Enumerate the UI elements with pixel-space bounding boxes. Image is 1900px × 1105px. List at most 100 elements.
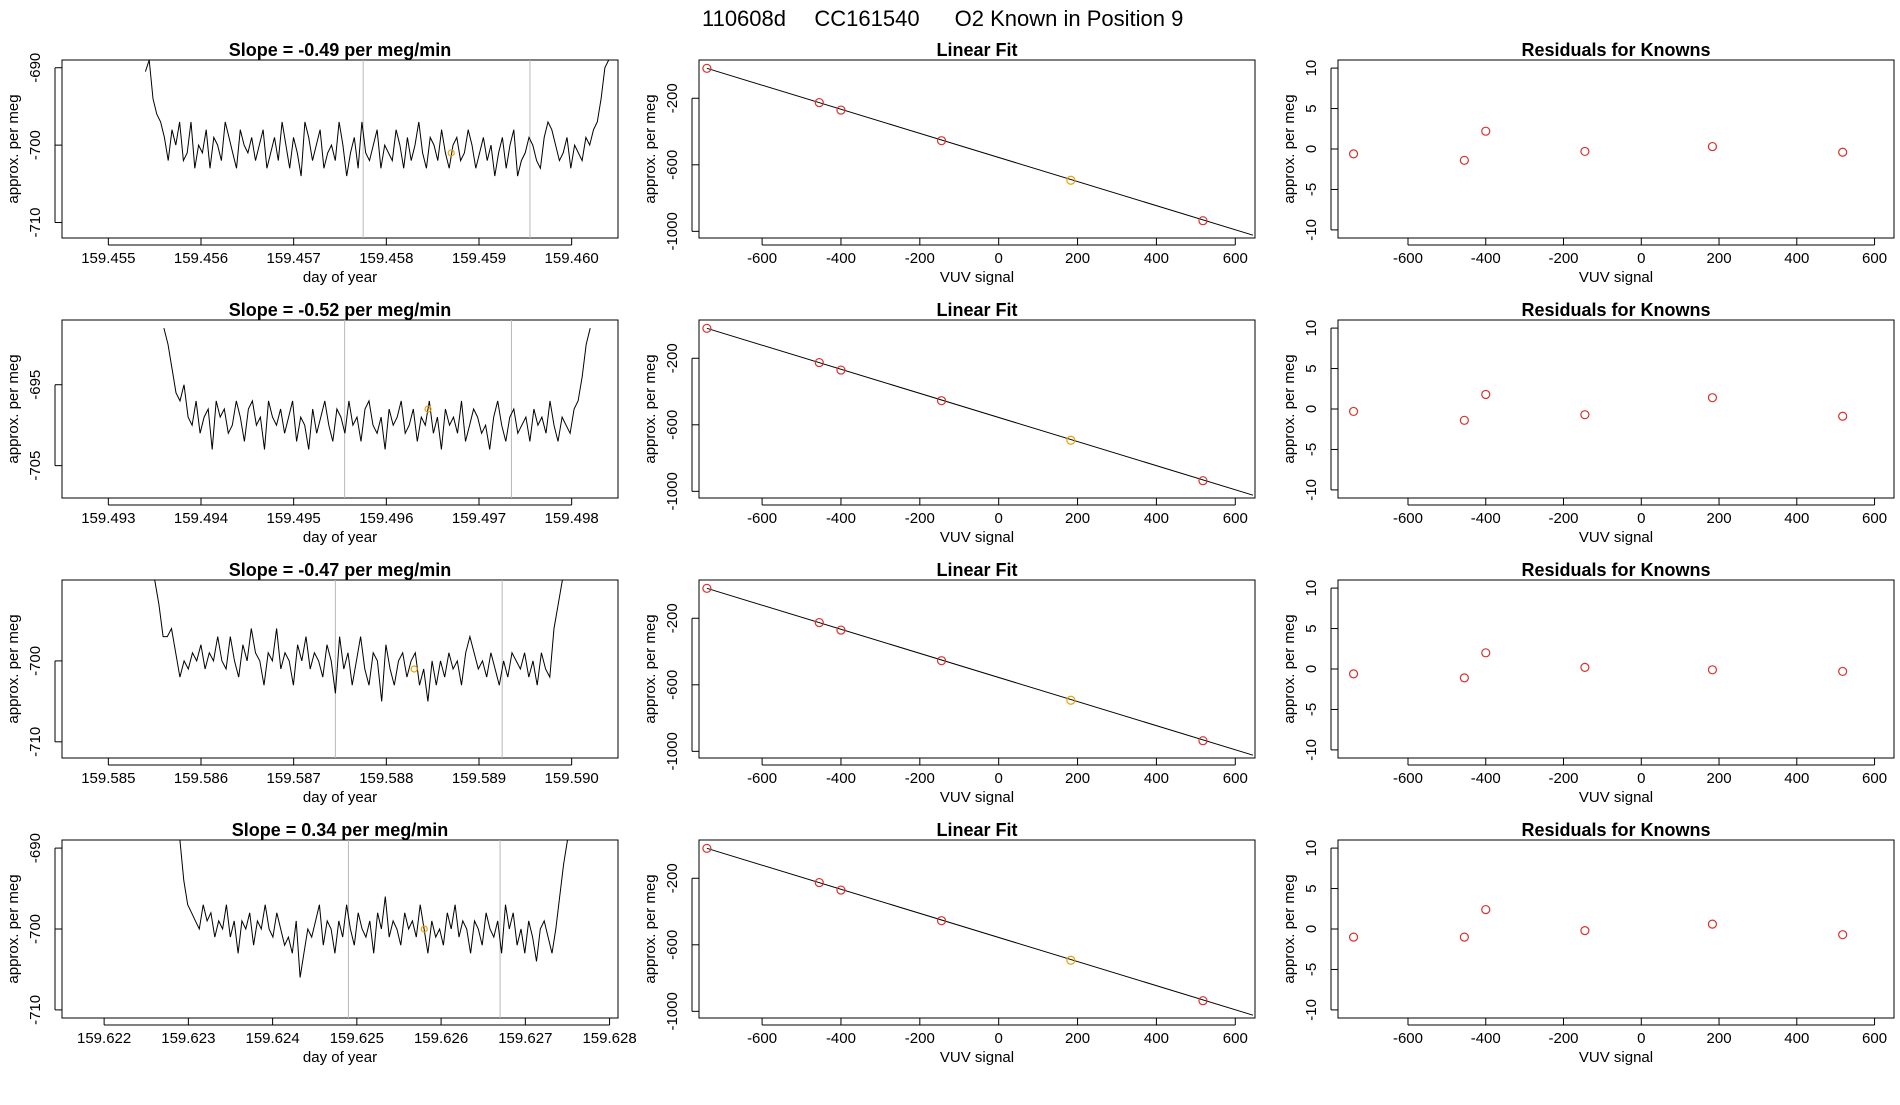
y-tick-label: -1000	[664, 732, 681, 770]
y-tick-label: -700	[27, 130, 44, 160]
y-axis-label: approx. per meg	[642, 354, 659, 463]
plot-area	[163, 320, 591, 498]
plot-frame	[61, 319, 619, 499]
panel-title: Linear Fit	[936, 820, 1017, 840]
y-tick-label: -200	[664, 863, 681, 893]
panel-time-series-row-1: Slope = -0.49 per meg/min 159.455 159.456 1…	[5, 40, 619, 286]
x-tick-label: 159.625	[330, 1030, 384, 1047]
x-axis-label: VUV signal	[1579, 789, 1653, 806]
panel-linear-fit-row-2: Linear Fit -600 -400 -200 0 200 400 600 VUV sign…	[642, 300, 1256, 546]
panel-time-series-row-2: Slope = -0.52 per meg/min 159.493 159.494 1…	[5, 300, 619, 546]
y-tick-label: -10	[1303, 219, 1320, 241]
plot-area	[154, 580, 563, 758]
x-tick-label: 600	[1862, 510, 1887, 527]
y-tick-label: -10	[1303, 739, 1320, 761]
x-tick-label: 200	[1065, 510, 1090, 527]
x-axis-label: VUV signal	[1579, 1049, 1653, 1066]
x-tick-label: -600	[747, 1030, 777, 1047]
x-tick-label: 600	[1862, 1030, 1887, 1047]
plot-frame	[1337, 579, 1895, 759]
x-tick-label: 400	[1144, 250, 1169, 267]
data-point	[1580, 926, 1590, 936]
plot-area	[1348, 389, 1848, 425]
x-tick-label: 600	[1862, 770, 1887, 787]
data-point	[1459, 155, 1469, 165]
y-tick-label: -5	[1303, 443, 1320, 456]
y-tick-label: 10	[1303, 320, 1320, 337]
x-axis-label: day of year	[303, 789, 377, 806]
data-point	[836, 365, 846, 375]
plot-area	[702, 63, 1254, 236]
y-tick-label: -1000	[664, 992, 681, 1030]
x-tick-label: 159.624	[245, 1030, 299, 1047]
x-tick-label: 0	[1637, 510, 1645, 527]
x-tick-label: -400	[1471, 1030, 1501, 1047]
y-tick-label: 5	[1303, 104, 1320, 112]
x-tick-label: 159.622	[77, 1030, 131, 1047]
x-tick-label: -200	[905, 510, 935, 527]
data-point	[1198, 996, 1208, 1006]
fit-line	[706, 67, 1254, 236]
y-tick-label: -700	[27, 646, 44, 676]
data-point	[1838, 411, 1848, 421]
y-tick-label: -690	[27, 53, 44, 83]
plot-frame	[698, 59, 1256, 239]
y-tick-label: -5	[1303, 183, 1320, 196]
series-line	[144, 60, 610, 177]
y-axis-label: approx. per meg	[1281, 94, 1298, 203]
series-line	[179, 840, 568, 978]
y-axis-label: approx. per meg	[5, 354, 22, 463]
data-point	[1580, 662, 1590, 672]
data-point	[1838, 666, 1848, 677]
data-point	[814, 877, 824, 888]
data-point	[814, 617, 824, 628]
data-point	[1580, 146, 1590, 157]
y-tick-label: -710	[27, 727, 44, 757]
data-point	[1459, 932, 1469, 942]
y-tick-label: -710	[27, 995, 44, 1025]
x-tick-label: 200	[1065, 250, 1090, 267]
x-tick-label: 159.457	[267, 250, 321, 267]
x-tick-label: -200	[905, 250, 935, 267]
panel-title: Linear Fit	[936, 40, 1017, 60]
y-axis-label: approx. per meg	[1281, 874, 1298, 983]
panel-title: Residuals for Knowns	[1521, 560, 1710, 580]
series-line	[154, 580, 563, 702]
x-tick-label: 159.495	[267, 510, 321, 527]
data-point	[702, 843, 712, 853]
plot-frame	[61, 579, 619, 759]
y-tick-label: -200	[664, 603, 681, 633]
x-tick-label: 400	[1784, 1030, 1809, 1047]
y-tick-label: 10	[1303, 840, 1320, 857]
x-tick-label: 0	[995, 510, 1003, 527]
highlight-point	[447, 149, 455, 157]
x-tick-label: -400	[826, 1030, 856, 1047]
data-point	[1459, 415, 1469, 425]
y-tick-label: -10	[1303, 999, 1320, 1021]
x-tick-label: 600	[1862, 250, 1887, 267]
data-point	[814, 357, 824, 368]
x-tick-label: 159.459	[452, 250, 506, 267]
plot-frame	[698, 839, 1256, 1019]
data-point	[1481, 648, 1491, 658]
x-tick-label: 159.628	[582, 1030, 636, 1047]
x-tick-label: 159.627	[498, 1030, 552, 1047]
x-axis-label: VUV signal	[940, 789, 1014, 806]
plot-area	[1348, 126, 1848, 165]
data-point	[936, 136, 947, 146]
plot-area	[1348, 648, 1848, 683]
data-point	[814, 97, 824, 108]
x-tick-label: 159.498	[545, 510, 599, 527]
data-point	[1481, 904, 1491, 915]
data-point	[1838, 147, 1848, 157]
data-point	[702, 63, 712, 73]
plot-frame	[61, 839, 619, 1019]
y-tick-label: -690	[27, 833, 44, 863]
y-axis-label: approx. per meg	[5, 614, 22, 723]
x-tick-label: 0	[1637, 770, 1645, 787]
panel-residuals-row-3: Residuals for Knowns -600 -400 -200 0 200 400 6…	[1281, 560, 1895, 806]
x-tick-label: 200	[1707, 510, 1732, 527]
y-tick-label: -705	[27, 451, 44, 481]
y-axis-label: approx. per meg	[642, 94, 659, 203]
plot-frame	[1337, 319, 1895, 499]
